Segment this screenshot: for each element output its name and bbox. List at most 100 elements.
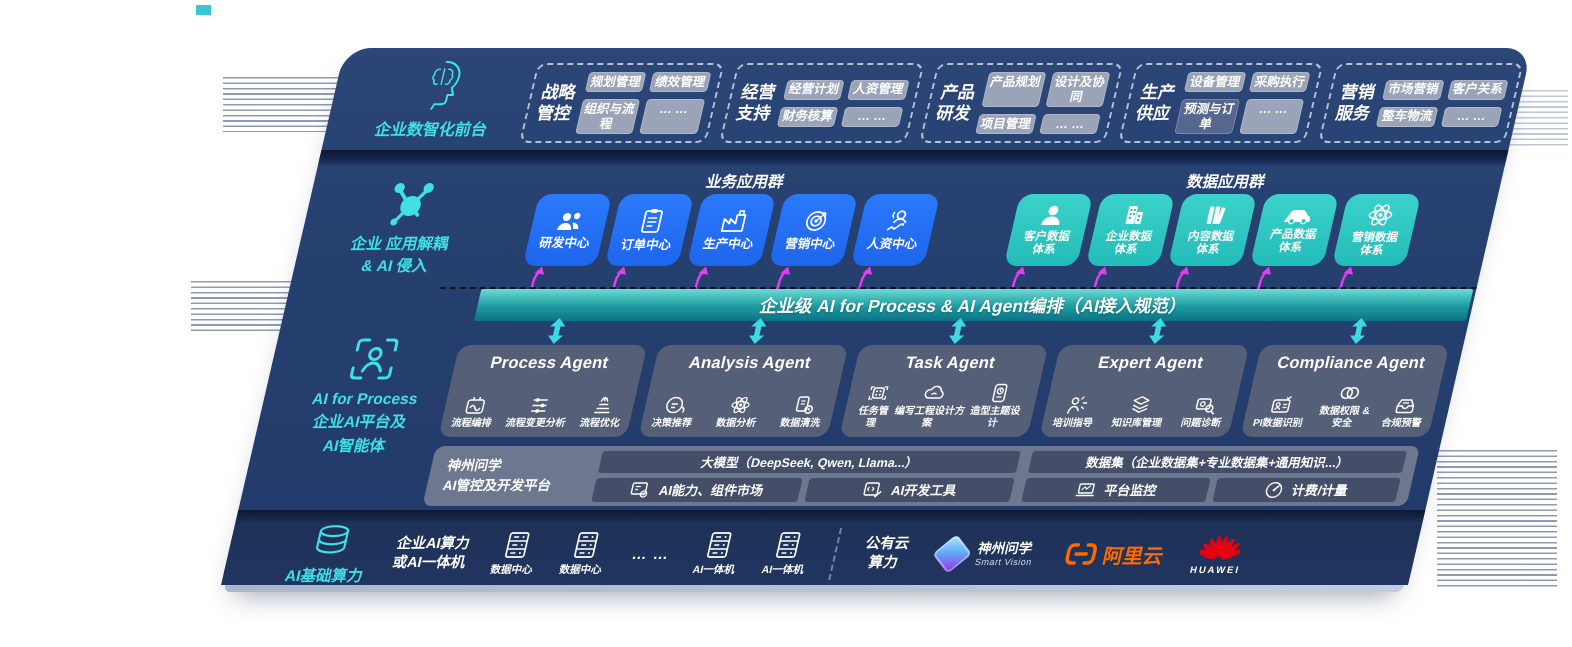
books-icon xyxy=(1206,206,1226,225)
node-ai-appliance: AI一体机 xyxy=(691,531,744,577)
cell-label: 计费/计量 xyxy=(1290,483,1350,498)
agent-item-label: 知识库管理 xyxy=(1110,417,1164,429)
agent-item-label: 流程编排 xyxy=(450,417,493,429)
front-layer-title: 企业数智化前台 xyxy=(372,122,489,139)
optimize-icon xyxy=(594,396,611,413)
huawei-flower-icon xyxy=(1197,535,1242,559)
agent-item-label: 任务管理 xyxy=(857,406,890,429)
agent-item-label: 造型主题设计 xyxy=(968,406,1022,429)
smart-vision-logo: 神州问学 Smart Vision xyxy=(932,534,1037,574)
workflow-icon xyxy=(465,396,486,414)
agent-item-label: 合规预警 xyxy=(1380,417,1423,429)
infra-compute-label: AI基础算力 xyxy=(283,523,375,586)
cell-platform-monitor: 平台监控 xyxy=(1021,477,1211,502)
model-bar: 大模型（DeepSeek, Qwen, Llama...） xyxy=(597,450,1022,473)
agent-item: 编写工程设计方案 xyxy=(888,383,973,429)
cell-label: AI开发工具 xyxy=(889,483,959,498)
data-clean-icon xyxy=(795,395,813,414)
chip: 绩效管理 xyxy=(649,72,712,92)
chip: 规划管理 xyxy=(584,72,647,92)
huawei-logo: HUAWEI xyxy=(1189,533,1249,576)
app-box-content-data: 内容数据 体系 xyxy=(1165,194,1258,299)
design-tablet-icon xyxy=(992,383,1008,403)
chip: 经营计划 xyxy=(782,79,845,100)
chip: 组织与流程 xyxy=(575,99,641,134)
app-label: 生产中心 xyxy=(701,237,755,251)
agent-item-label: 流程变更分析 xyxy=(504,417,567,429)
data-app-boxes: 客户数据 体系 企业数据 体系 内容数据 体系 产品数据 体系 营销数据 体系 xyxy=(1001,194,1422,299)
chip: 市场营销 xyxy=(1382,79,1445,100)
agent-item-label: PI数据识别 xyxy=(1251,417,1304,429)
sliders-icon xyxy=(531,397,549,413)
cell-dev-tools: AI开发工具 xyxy=(804,477,1016,502)
dev-tools-icon xyxy=(863,481,882,497)
app-label: 研发中心 xyxy=(537,236,592,250)
agent-title: Process Agent xyxy=(488,354,611,372)
chip: … … xyxy=(1039,114,1102,134)
dataset-column: 数据集（企业数据集+专业数据集+通用知识...） 平台监控 计费/计量 xyxy=(1021,450,1408,502)
app-label: 营销数据 体系 xyxy=(1350,232,1399,257)
node-label: AI一体机 xyxy=(691,564,737,576)
agent-item: 培训指导 xyxy=(1051,395,1099,430)
cell-label: 平台监控 xyxy=(1102,483,1159,498)
agent-item-label: 培训指导 xyxy=(1051,417,1094,429)
front-groups: 战略 管控 规划管理 绩效管理 组织与流程 … … 经营 支持 经营计划 人资管… xyxy=(519,63,1524,143)
app-box-customer-data: 客户数据 体系 xyxy=(1001,194,1094,299)
huawei-name: HUAWEI xyxy=(1188,564,1242,576)
person-scan-icon xyxy=(350,338,399,380)
chip: 设备管理 xyxy=(1184,72,1247,92)
server-icon xyxy=(505,532,530,558)
agent-compliance: Compliance Agent PI数据识别 数据权限 & 安全 合规预警 xyxy=(1239,318,1450,437)
node-datacenter: 数据中心 xyxy=(489,531,542,577)
agent-item: 流程编排 xyxy=(450,395,498,430)
app-label: 人资中心 xyxy=(865,237,919,251)
decor-stripes-right-bottom xyxy=(1437,450,1557,590)
node-label: 数据中心 xyxy=(489,564,534,576)
agent-process: Process Agent 流程编排 流程变更分析 流程优化 xyxy=(438,318,648,437)
agent-task: Task Agent 任务管理 编写工程设计方案 造型主题设计 xyxy=(839,318,1049,437)
infra-layer: AI基础算力 企业AI算力 或AI一体机 数据中心 数据中心 … … AI一体机… xyxy=(221,523,1423,586)
chip: 预测与订单 xyxy=(1174,99,1241,134)
group-title: 生产 供应 xyxy=(1134,82,1178,123)
enterprise-compute-label: 企业AI算力 或AI一体机 xyxy=(390,536,472,571)
diagnosis-icon xyxy=(1195,397,1214,414)
public-cloud-label: 公有云 算力 xyxy=(863,536,911,571)
front-group-supply: 生产 供应 设备管理 采购执行 预测与订单 … … xyxy=(1118,63,1324,143)
layer-edge-band xyxy=(235,510,1426,523)
agent-row: Process Agent 流程编排 流程变更分析 流程优化 xyxy=(438,318,1450,437)
business-group-header: 业务应用群 xyxy=(704,174,786,191)
app-box-enterprise-data: 企业数据 体系 xyxy=(1083,194,1176,299)
app-box-hr-center: 人资中心 xyxy=(848,194,941,299)
agent-analysis: Analysis Agent 决策推荐 数据分析 数据清洗 xyxy=(638,318,849,437)
agent-item: 决策推荐 xyxy=(650,395,698,430)
business-app-boxes: 研发中心 订单中心 生产中心 营销中心 人资中心 xyxy=(520,194,941,299)
chip: 人资管理 xyxy=(847,79,910,100)
monitor-icon xyxy=(1075,482,1095,496)
smart-vision-subtitle: Smart Vision xyxy=(973,556,1034,567)
front-group-operation: 经营 支持 经营计划 人资管理 财务核算 … … xyxy=(718,63,925,143)
cyan-double-arrow xyxy=(1149,318,1167,344)
chip: 整车物流 xyxy=(1376,106,1439,127)
app-label: 客户数据 体系 xyxy=(1022,231,1072,256)
front-group-product: 产品 研发 产品规划 设计及协同 项目管理 … … xyxy=(918,63,1124,143)
agent-item: 数据权限 & 安全 xyxy=(1316,383,1377,429)
infra-title: AI基础算力 xyxy=(283,567,365,585)
task-grid-icon xyxy=(867,386,889,400)
layers-icon xyxy=(1132,395,1151,413)
agent-item-label: 流程优化 xyxy=(578,417,622,429)
chip: … … xyxy=(1238,99,1305,134)
server-icon xyxy=(776,532,801,558)
agent-item: 任务管理 xyxy=(851,383,899,429)
ai-orchestration-banner: 企业级 AI for Process & AI Agent编排（AI接入规范） xyxy=(473,289,1474,321)
agent-item-label: 数据权限 & 安全 xyxy=(1318,406,1371,429)
node-label: 数据中心 xyxy=(558,564,603,576)
hr-person-icon xyxy=(886,210,906,231)
app-label: 企业数据 体系 xyxy=(1104,231,1154,256)
agent-item-label: 决策推荐 xyxy=(650,417,694,429)
decouple-layer-label: 企业 应用解耦 & AI 侵入 xyxy=(312,176,496,279)
factory-icon xyxy=(720,210,746,232)
alert-tray-icon xyxy=(1395,398,1415,413)
brain-head-icon xyxy=(430,60,461,110)
cyan-double-arrow xyxy=(1349,318,1368,344)
